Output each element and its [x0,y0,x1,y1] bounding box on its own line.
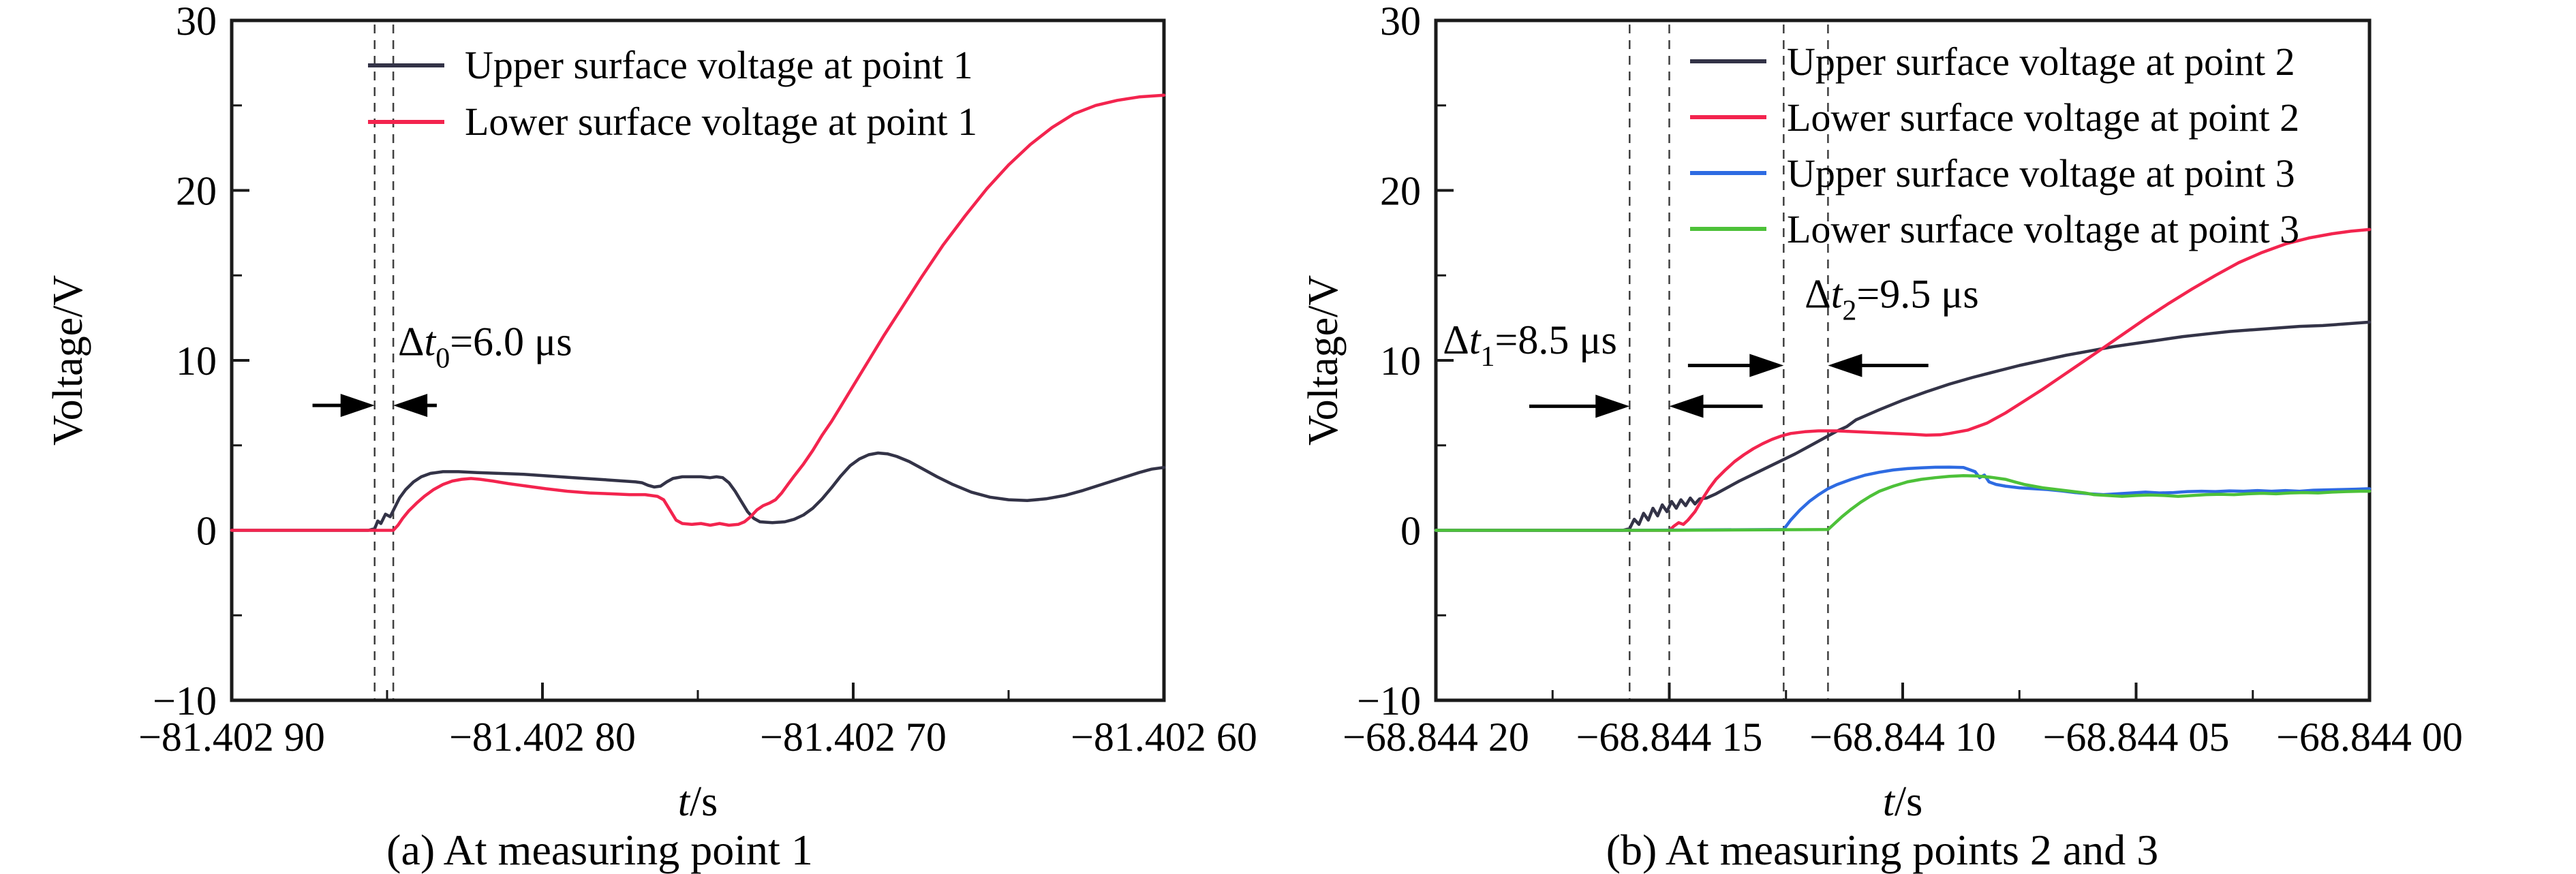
legend-a: Upper surface voltage at point 1 Lower su… [368,37,977,150]
x-tick-label-b: −68.844 15 [1576,715,1763,760]
arrow-head-right-icon [1749,354,1784,377]
legend-label: Upper surface voltage at point 2 [1787,39,2295,84]
legend-swatch-icon [1690,227,1766,231]
series-lower-surface-voltage-at-point-3 [1434,473,2372,532]
y-axis-label-b: Voltage/V [1300,275,1347,446]
legend-swatch-icon [1690,115,1766,119]
y-axis-label-a: Voltage/V [45,275,91,446]
x-tick-label-b: −68.844 00 [2276,715,2463,760]
x-tick-label-b: −68.844 20 [1343,715,1529,760]
legend-label: Lower surface voltage at point 2 [1787,95,2300,140]
arrow-head-left-icon [1669,394,1704,418]
legend-swatch-icon [1690,59,1766,63]
delta-annotation-a-0: Δt0=6.0 μs [398,319,572,375]
x-tick-label-a: −81.402 90 [138,715,325,760]
y-tick-label-b: 20 [1380,169,1421,214]
delta-annotation-b-1: Δt2=9.5 μs [1805,272,1979,327]
series-upper-surface-voltage-at-point-1 [230,451,1166,532]
y-tick-label-a: 0 [196,509,217,554]
x-tick-label-b: −68.844 05 [2043,715,2230,760]
x-tick-label-a: −81.402 70 [760,715,947,760]
arrow-head-left-icon [393,394,428,418]
arrow-head-right-icon [340,394,375,418]
legend-item: Lower surface voltage at point 1 [368,93,977,150]
x-axis-label-a-unit: /s [689,779,718,825]
legend-label: Lower surface voltage at point 1 [465,99,978,144]
x-axis-label-a-symbol: t [677,779,690,825]
y-tick-label-b: 30 [1380,0,1421,44]
y-tick-label-b: 0 [1400,509,1421,554]
y-tick-label-a: 20 [176,169,217,214]
x-tick-label-b: −68.844 10 [1809,715,1996,760]
y-tick-label-b: −10 [1357,678,1421,723]
x-axis-label-b: t/s [1883,781,1923,823]
legend-swatch-icon [1690,171,1766,175]
legend-item: Lower surface voltage at point 2 [1690,89,2299,145]
y-tick-label-b: 10 [1380,339,1421,384]
legend-item: Upper surface voltage at point 3 [1690,145,2299,201]
y-tick-label-a: −10 [153,678,217,723]
series-lower-surface-voltage-at-point-1 [230,93,1166,532]
arrow-head-left-icon [1828,354,1862,377]
caption-a: (a) At measuring point 1 [386,826,813,874]
caption-b: (b) At measuring points 2 and 3 [1606,826,2159,874]
arrow-head-right-icon [1595,394,1630,418]
legend-item: Lower surface voltage at point 3 [1690,201,2299,257]
series-upper-surface-voltage-at-point-2 [1434,320,2372,532]
delta-annotation-b-0: Δt1=8.5 μs [1443,317,1617,373]
legend-swatch-icon [368,119,444,124]
x-axis-label-a: t/s [678,781,718,823]
y-tick-label-a: 10 [176,339,217,384]
series-lower-surface-voltage-at-point-2 [1434,228,2372,532]
legend-item: Upper surface voltage at point 2 [1690,33,2299,89]
x-tick-label-a: −81.402 60 [1071,715,1257,760]
x-axis-label-b-symbol: t [1882,779,1895,825]
legend-b: Upper surface voltage at point 2 Lower su… [1690,33,2299,257]
series-upper-surface-voltage-at-point-3 [1434,465,2372,532]
legend-label: Upper surface voltage at point 1 [465,43,973,87]
legend-swatch-icon [368,63,444,67]
legend-item: Upper surface voltage at point 1 [368,37,977,93]
legend-label: Upper surface voltage at point 3 [1787,151,2295,196]
x-axis-label-b-unit: /s [1894,779,1923,825]
x-tick-label-a: −81.402 80 [449,715,636,760]
y-tick-label-a: 30 [176,0,217,44]
legend-label: Lower surface voltage at point 3 [1787,206,2300,251]
